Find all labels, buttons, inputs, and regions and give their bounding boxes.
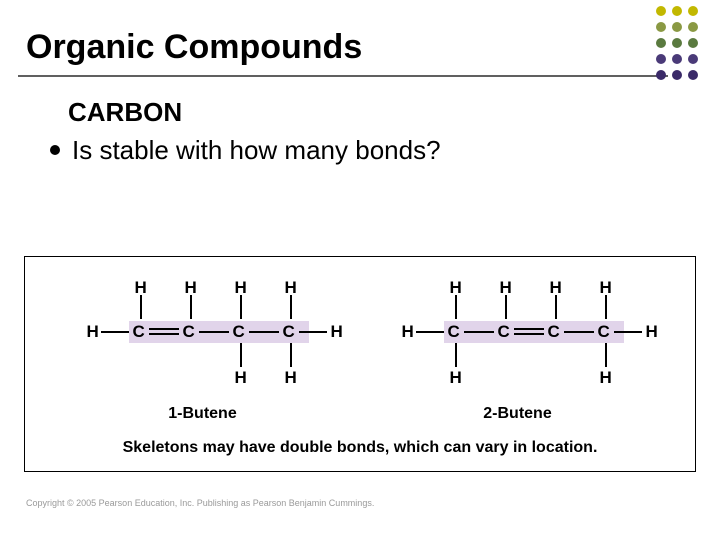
bond bbox=[505, 295, 507, 319]
atom-h: H bbox=[331, 323, 343, 340]
atom-h: H bbox=[235, 279, 247, 296]
atom-h: H bbox=[285, 279, 297, 296]
atom-h: H bbox=[235, 369, 247, 386]
bond bbox=[290, 343, 292, 367]
double-bond bbox=[514, 328, 544, 335]
figure-caption: Skeletons may have double bonds, which c… bbox=[45, 439, 675, 457]
bond bbox=[605, 343, 607, 367]
atom-h: H bbox=[87, 323, 99, 340]
atom-h: H bbox=[600, 279, 612, 296]
atom-h: H bbox=[285, 369, 297, 386]
atom-h: H bbox=[500, 279, 512, 296]
molecule-label-1: 1-Butene bbox=[168, 405, 236, 423]
atom-h: H bbox=[600, 369, 612, 386]
atom-h: H bbox=[135, 279, 147, 296]
atom-h: H bbox=[450, 369, 462, 386]
atom-c: C bbox=[183, 323, 195, 340]
title-underline bbox=[18, 75, 668, 77]
bond bbox=[199, 331, 229, 333]
bond bbox=[555, 295, 557, 319]
bond bbox=[455, 295, 457, 319]
double-bond bbox=[149, 328, 179, 335]
bond bbox=[464, 331, 494, 333]
bullet-icon bbox=[50, 145, 60, 155]
atom-c: C bbox=[283, 323, 295, 340]
figure-container: H H H H H C C C C H H bbox=[24, 256, 696, 472]
bond bbox=[101, 331, 129, 333]
molecule-1-butene: H H H H H C C C C H H bbox=[73, 275, 333, 395]
bond bbox=[190, 295, 192, 319]
atom-c: C bbox=[133, 323, 145, 340]
bond bbox=[240, 295, 242, 319]
molecule-2-butene: H H H H H C C C C H H bbox=[388, 275, 648, 395]
atom-h: H bbox=[646, 323, 658, 340]
bond bbox=[249, 331, 279, 333]
bond bbox=[290, 295, 292, 319]
decorative-dot-grid bbox=[656, 6, 698, 86]
bond bbox=[299, 331, 327, 333]
atom-c: C bbox=[548, 323, 560, 340]
bullet-text: Is stable with how many bonds? bbox=[72, 134, 441, 167]
atom-c: C bbox=[233, 323, 245, 340]
atom-h: H bbox=[550, 279, 562, 296]
bond bbox=[605, 295, 607, 319]
subtitle: CARBON bbox=[68, 97, 720, 128]
bond bbox=[416, 331, 444, 333]
bond bbox=[614, 331, 642, 333]
bond bbox=[455, 343, 457, 367]
bond bbox=[564, 331, 594, 333]
bullet-item: Is stable with how many bonds? bbox=[50, 134, 720, 167]
page-title: Organic Compounds bbox=[0, 28, 720, 75]
bond bbox=[140, 295, 142, 319]
molecule-label-2: 2-Butene bbox=[483, 405, 551, 423]
atom-h: H bbox=[402, 323, 414, 340]
atom-h: H bbox=[450, 279, 462, 296]
atom-c: C bbox=[598, 323, 610, 340]
atom-c: C bbox=[448, 323, 460, 340]
dot bbox=[656, 6, 666, 16]
copyright-text: Copyright © 2005 Pearson Education, Inc.… bbox=[26, 498, 374, 508]
bond bbox=[240, 343, 242, 367]
atom-c: C bbox=[498, 323, 510, 340]
atom-h: H bbox=[185, 279, 197, 296]
